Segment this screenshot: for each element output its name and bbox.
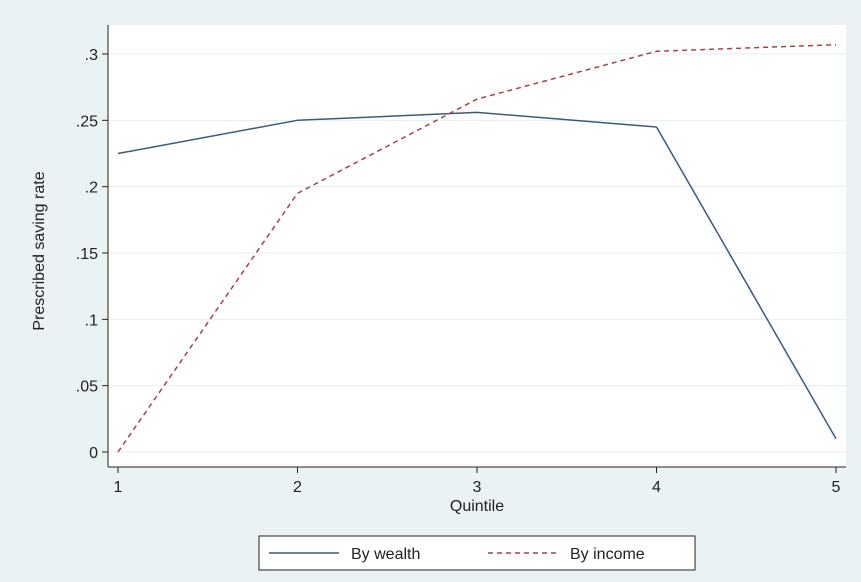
x-tick-label: 5 (832, 479, 841, 496)
y-tick-label: .05 (76, 379, 98, 396)
x-tick-label: 3 (473, 479, 482, 496)
series-line-by-wealth (117, 111, 837, 440)
x-tick-label: 1 (114, 479, 123, 496)
series-lines (117, 43, 837, 453)
y-axis-title: Prescribed saving rate (31, 171, 48, 330)
x-tick-label: 4 (652, 479, 661, 496)
y-tick-label: .3 (85, 47, 98, 64)
series-line-by-income (117, 43, 837, 453)
x-tick-label: 2 (293, 479, 302, 496)
axes: 0 .05 .1 .15 .2 .25 .3 1 2 3 4 5 (76, 25, 846, 496)
y-tick-label: .1 (85, 312, 98, 329)
x-axis-title: Quintile (450, 498, 504, 515)
y-tick-label: 0 (89, 445, 98, 462)
y-tick-label: .2 (85, 180, 98, 197)
y-tick-label: .25 (76, 113, 98, 130)
plot-area (108, 25, 846, 467)
y-tick-label: .15 (76, 246, 98, 263)
legend-label-by-income: By income (570, 546, 645, 563)
legend-label-by-wealth: By wealth (351, 546, 420, 563)
grid-lines (108, 53, 846, 453)
legend: By wealth By income (258, 535, 696, 571)
